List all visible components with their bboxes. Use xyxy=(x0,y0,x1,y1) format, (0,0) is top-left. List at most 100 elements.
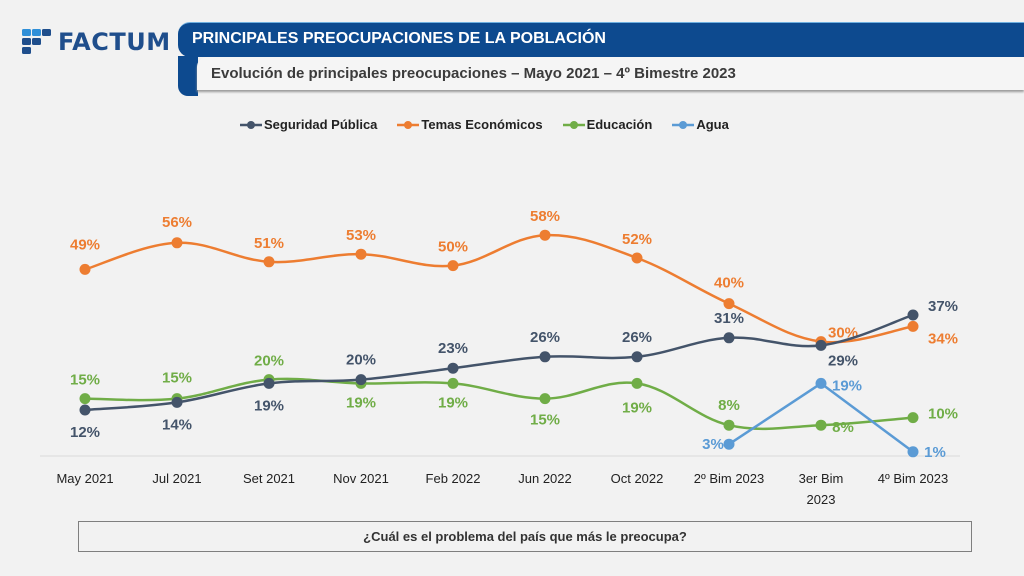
page-title: PRINCIPALES PREOCUPACIONES DE LA POBLACI… xyxy=(192,30,606,47)
data-label: 50% xyxy=(438,239,468,256)
series-economicos: 49% 56% 51% 53% 50% 58% 52% 40% 30% 34% xyxy=(70,208,958,347)
x-tick-label: Set 2021 xyxy=(243,471,295,486)
data-label: 51% xyxy=(254,235,284,252)
data-label: 19% xyxy=(254,397,284,414)
data-point xyxy=(79,263,91,275)
data-label: 49% xyxy=(70,236,100,253)
legend-label: Agua xyxy=(696,117,729,132)
data-label: 19% xyxy=(832,377,862,394)
data-point xyxy=(907,446,919,458)
x-tick-label: 2º Bim 2023 xyxy=(694,471,765,486)
data-point xyxy=(539,229,551,241)
factum-logo-icon xyxy=(22,29,51,54)
page-subtitle: Evolución de principales preocupaciones … xyxy=(211,65,736,82)
data-point xyxy=(815,339,827,351)
series-line-seguridad xyxy=(84,313,914,412)
data-point xyxy=(723,332,735,344)
data-point xyxy=(447,377,459,389)
data-label: 52% xyxy=(622,231,652,248)
data-label: 26% xyxy=(530,329,560,346)
data-label: 34% xyxy=(928,330,958,347)
x-tick-label: 3er Bim 2023 xyxy=(799,471,844,507)
legend-label: Seguridad Pública xyxy=(264,117,378,132)
legend-label: Temas Económicos xyxy=(421,117,543,132)
x-tick-label: Feb 2022 xyxy=(426,471,481,486)
data-label: 30% xyxy=(828,325,858,342)
data-label: 31% xyxy=(714,310,744,327)
data-label: 8% xyxy=(832,419,854,436)
legend-marker-agua xyxy=(672,120,695,129)
data-point xyxy=(907,309,919,321)
x-tick-label: Nov 2021 xyxy=(333,471,389,486)
data-point xyxy=(907,412,919,424)
data-label: 53% xyxy=(346,227,376,244)
data-point xyxy=(263,256,275,268)
series-educacion: 15% 15% 20% 19% 19% 15% 19% 8% 8% 10% xyxy=(70,353,958,437)
survey-question: ¿Cuál es el problema del país que más le… xyxy=(363,529,687,544)
legend-label: Educación xyxy=(586,117,653,132)
data-point xyxy=(723,438,735,450)
logo-text: FACTUM xyxy=(58,28,171,56)
data-point xyxy=(631,252,643,264)
data-point xyxy=(539,393,551,405)
series-agua: 3% 19% 1% xyxy=(702,377,946,460)
data-label: 8% xyxy=(718,397,740,414)
data-label: 19% xyxy=(622,399,652,416)
data-label: 37% xyxy=(928,298,958,315)
data-label: 20% xyxy=(254,353,284,370)
legend-item-economicos: Temas Económicos xyxy=(397,117,543,132)
data-point xyxy=(79,393,91,405)
data-label: 20% xyxy=(346,352,376,369)
data-label: 58% xyxy=(530,208,560,225)
data-point xyxy=(631,351,643,363)
x-tick-label: Jul 2021 xyxy=(152,471,201,486)
x-tick-label: Oct 2022 xyxy=(611,471,664,486)
data-label: 23% xyxy=(438,340,468,357)
data-label: 1% xyxy=(924,444,946,461)
legend-item-seguridad: Seguridad Pública xyxy=(240,117,377,132)
data-label: 15% xyxy=(162,370,192,387)
legend-item-educacion: Educación xyxy=(562,117,653,132)
subtitle-bar: Evolución de principales preocupaciones … xyxy=(197,57,1024,90)
data-point xyxy=(631,377,643,389)
legend-marker-economicos xyxy=(397,120,420,129)
data-point xyxy=(815,377,827,389)
data-label: 19% xyxy=(438,394,468,411)
data-label: 56% xyxy=(162,214,192,231)
data-point xyxy=(355,374,367,386)
data-point xyxy=(447,362,459,374)
data-label: 26% xyxy=(622,329,652,346)
data-label: 29% xyxy=(828,352,858,369)
question-box: ¿Cuál es el problema del país que más le… xyxy=(78,521,972,552)
data-point xyxy=(723,419,735,431)
data-label: 10% xyxy=(928,406,958,423)
legend-item-agua: Agua xyxy=(672,117,729,132)
data-label: 14% xyxy=(162,416,192,433)
data-label: 19% xyxy=(346,394,376,411)
data-label: 15% xyxy=(530,412,560,429)
data-point xyxy=(171,237,183,249)
data-point xyxy=(907,320,919,332)
data-point xyxy=(723,298,735,310)
data-point xyxy=(815,419,827,431)
series-seguridad: 12% 14% 19% 20% 23% 26% 26% 31% 29% 37% xyxy=(70,298,958,441)
data-label: 15% xyxy=(70,372,100,389)
data-label: 3% xyxy=(702,436,724,453)
legend-marker-seguridad xyxy=(240,120,262,129)
data-point xyxy=(263,377,275,389)
series-line-agua xyxy=(728,381,914,453)
chart-legend: Seguridad Pública Temas Económicos Educa… xyxy=(240,117,729,132)
data-label: 40% xyxy=(714,275,744,292)
data-label: 12% xyxy=(70,424,100,441)
title-bar: PRINCIPALES PREOCUPACIONES DE LA POBLACI… xyxy=(178,22,1024,96)
data-point xyxy=(539,351,551,363)
series-line-educacion xyxy=(84,377,914,431)
data-point xyxy=(447,260,459,272)
data-point xyxy=(79,404,91,416)
x-tick-label: Jun 2022 xyxy=(518,471,572,486)
series-line-economicos xyxy=(84,233,914,344)
factum-logo: FACTUM xyxy=(20,28,171,56)
data-point xyxy=(355,248,367,260)
data-point xyxy=(171,396,183,408)
